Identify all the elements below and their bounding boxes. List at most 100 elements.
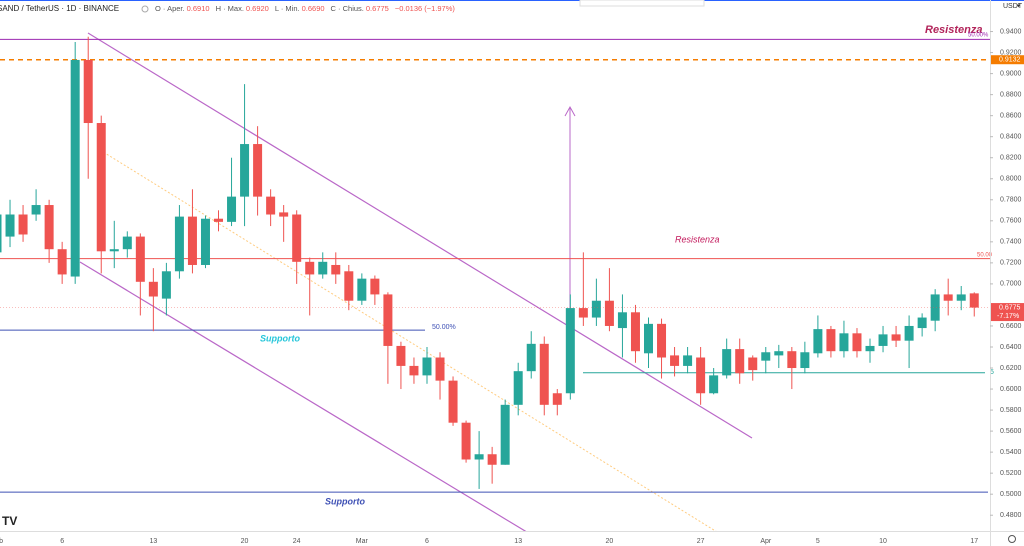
candle-body [18, 214, 28, 235]
x-tick-label: 10 [879, 538, 887, 545]
candle-body [617, 312, 627, 329]
y-tick-label: 0.9000 [1000, 70, 1022, 77]
price-tag-change: -7.17% [997, 313, 1019, 320]
status-dot [141, 5, 149, 13]
candle-body [904, 325, 914, 341]
candle-body [240, 144, 250, 197]
candle-body [878, 334, 888, 346]
symbol: SAND / TetherUS · 1D · BINANCE [0, 4, 119, 13]
channel-mid [99, 149, 717, 531]
candle-body [709, 375, 719, 394]
annotation: Supporto [260, 333, 300, 343]
price-tag-label: 0.6775 [999, 304, 1021, 311]
annotation: Resistenza [925, 24, 982, 36]
candle-body [31, 205, 41, 215]
ohlc-key: O · Aper. [155, 4, 185, 13]
x-tick-label: Mar [356, 538, 369, 545]
y-tick-label: 0.7000 [1000, 281, 1022, 288]
annotation: 50.00 [977, 253, 993, 259]
candle-body [787, 351, 797, 369]
candle-body [852, 333, 862, 352]
ohlc-key: L · Min. [275, 4, 300, 13]
channel-upper [87, 32, 753, 439]
x-tick-label: 20 [241, 538, 249, 545]
y-tick-label: 0.5000 [1000, 491, 1022, 498]
x-tick-label: 6 [60, 538, 64, 545]
y-tick-label: 0.7200 [1000, 260, 1022, 267]
candle-body [122, 236, 132, 250]
y-tick-label: 0.5800 [1000, 407, 1022, 414]
price-tag-label: 0.9132 [999, 57, 1021, 64]
currency-caret[interactable]: ▾ [1017, 4, 1020, 10]
x-tick-label: 6 [425, 538, 429, 545]
logo[interactable]: TV [2, 514, 17, 528]
annotation: 50.00% [432, 324, 456, 331]
settings-icon[interactable] [1008, 535, 1016, 543]
candle-body [943, 294, 953, 301]
y-tick-label: 0.6600 [1000, 323, 1022, 330]
y-tick-label: 0.7400 [1000, 239, 1022, 246]
annotation: 5 [990, 369, 994, 376]
x-tick-label: Feb [0, 538, 3, 545]
candle-body [591, 300, 601, 318]
y-tick-label: 0.6000 [1000, 386, 1022, 393]
x-tick-label: 24 [293, 538, 301, 545]
y-tick-label: 0.8800 [1000, 91, 1022, 98]
y-tick-label: 0.9200 [1000, 49, 1022, 56]
candle-body [526, 343, 536, 372]
candle-body [70, 59, 80, 277]
candle-body [266, 196, 276, 215]
candle-body [214, 218, 224, 222]
ohlc-key: C · Chius. [331, 4, 364, 13]
y-tick-label: 0.8400 [1000, 134, 1022, 141]
y-tick-label: 0.8200 [1000, 155, 1022, 162]
candle-body [552, 393, 562, 405]
candle-body [422, 357, 432, 376]
candle-body [813, 329, 823, 354]
annotation: 50.00% [968, 33, 989, 39]
ohlc-value: 0.6910 [187, 4, 210, 13]
ohlc-value: 0.6920 [246, 4, 269, 13]
candle-body [44, 205, 54, 250]
ohlc-value: 0.6775 [366, 4, 389, 13]
candle-body [200, 218, 210, 265]
candle-body [930, 294, 940, 321]
arrow-head [564, 105, 576, 117]
y-tick-label: 0.8600 [1000, 113, 1022, 120]
candle-body [292, 214, 302, 262]
candle-body [826, 329, 836, 352]
candle-body [969, 293, 979, 308]
x-tick-label: Apr [760, 538, 772, 545]
candle-body [253, 144, 263, 197]
toolbar-stub [579, 0, 705, 7]
candle-body [5, 214, 15, 237]
y-tick-label: 0.5400 [1000, 449, 1022, 456]
candle-body [683, 355, 693, 366]
candle-body [644, 323, 653, 354]
price-tag [991, 303, 1024, 322]
candle-body [748, 357, 758, 371]
candle-body [513, 371, 523, 405]
candle-body [227, 196, 237, 222]
candle-body [344, 271, 354, 301]
y-tick-label: 0.7800 [1000, 197, 1022, 204]
candle-body [630, 312, 640, 352]
ohlc-key: H · Max. [216, 4, 244, 13]
candle-body [57, 249, 67, 275]
candle-body [148, 281, 158, 297]
candle-body [761, 352, 771, 361]
x-tick-label: 17 [970, 538, 978, 545]
candle-body [135, 236, 145, 282]
y-tick-label: 0.6400 [1000, 344, 1022, 351]
ohlc-value: 0.6690 [302, 4, 325, 13]
candle-body [539, 343, 549, 405]
candle-body [161, 271, 171, 299]
candle-body [500, 404, 510, 465]
candle-body [370, 278, 380, 295]
candle-body [722, 349, 732, 376]
price-tag [991, 55, 1024, 65]
candle-body [318, 261, 328, 275]
candle-body [409, 365, 419, 376]
currency: USDT [1003, 3, 1023, 10]
